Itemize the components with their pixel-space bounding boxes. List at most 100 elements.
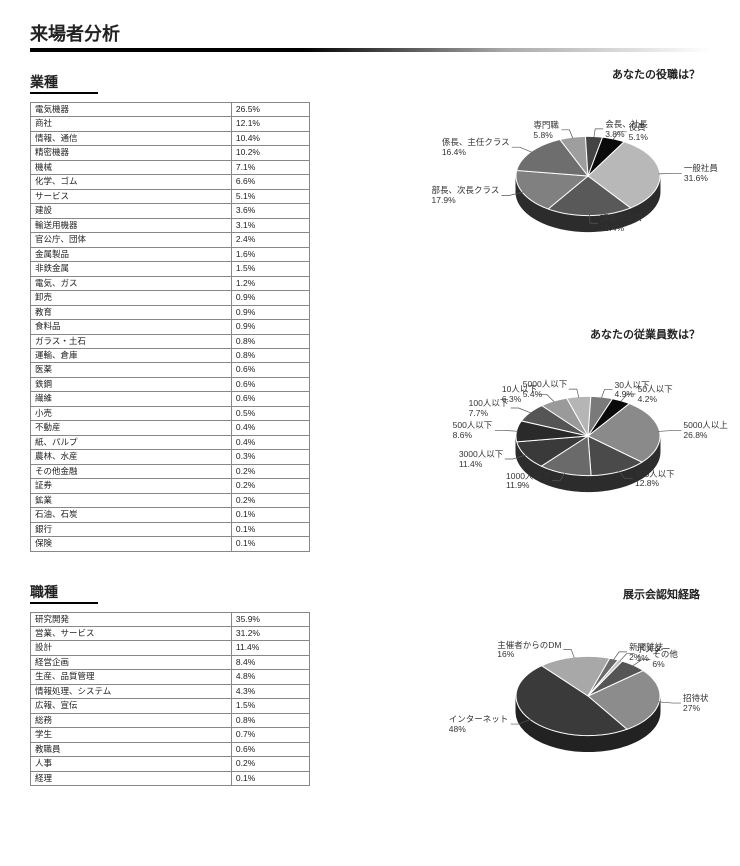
- table-row: 金属製品1.6%: [31, 247, 310, 261]
- table-row: 卸売0.9%: [31, 291, 310, 305]
- row-label: 経理: [31, 771, 232, 785]
- row-value: 0.4%: [231, 421, 309, 435]
- row-label: ガラス・土石: [31, 334, 232, 348]
- row-value: 31.2%: [231, 627, 309, 641]
- row-value: 11.4%: [231, 641, 309, 655]
- table-row: 建設3.6%: [31, 204, 310, 218]
- table-row: 教育0.9%: [31, 305, 310, 319]
- table-row: 学生0.7%: [31, 728, 310, 742]
- table-row: 電気機器26.5%: [31, 103, 310, 117]
- row-value: 0.2%: [231, 493, 309, 507]
- row-label: 金属製品: [31, 247, 232, 261]
- table-row: その他金融0.2%: [31, 464, 310, 478]
- table-row: 繊維0.6%: [31, 392, 310, 406]
- row-label: 商社: [31, 117, 232, 131]
- row-value: 0.1%: [231, 771, 309, 785]
- table-row: 鉱業0.2%: [31, 493, 310, 507]
- row-value: 0.8%: [231, 348, 309, 362]
- row-label: 情報処理、システム: [31, 684, 232, 698]
- employees-chart-title: あなたの従業員数は？: [330, 326, 710, 342]
- role-chart-block: あなたの役職は？ 一般社員31.6%課長クラス19.4%部長、次長クラス17.9…: [330, 66, 710, 296]
- row-value: 0.6%: [231, 742, 309, 756]
- table-row: 経営企画8.4%: [31, 655, 310, 669]
- row-value: 10.4%: [231, 131, 309, 145]
- pie-slice-label: 主催者からのDM16%: [497, 641, 561, 661]
- pie-slice-label: 3000人以下11.4%: [459, 450, 503, 470]
- row-value: 5.1%: [231, 189, 309, 203]
- right-column: あなたの役職は？ 一般社員31.6%課長クラス19.4%部長、次長クラス17.9…: [330, 66, 710, 846]
- row-value: 0.1%: [231, 537, 309, 551]
- row-label: 運輸、倉庫: [31, 348, 232, 362]
- row-value: 3.1%: [231, 218, 309, 232]
- table-row: 紙、パルプ0.4%: [31, 435, 310, 449]
- table-row: 情報、通信10.4%: [31, 131, 310, 145]
- row-value: 0.2%: [231, 479, 309, 493]
- row-label: 広報、宣伝: [31, 699, 232, 713]
- row-value: 6.6%: [231, 175, 309, 189]
- row-label: 建設: [31, 204, 232, 218]
- table-row: 保険0.1%: [31, 537, 310, 551]
- table-row: 官公庁、団体2.4%: [31, 233, 310, 247]
- row-label: 教育: [31, 305, 232, 319]
- pie-slice-label: 部長、次長クラス17.9%: [432, 186, 500, 206]
- awareness-chart-title: 展示会認知経路: [330, 586, 710, 602]
- row-label: 教職員: [31, 742, 232, 756]
- employees-chart-block: あなたの従業員数は？ 5000人以上26.8%300人以下12.8%1000人以…: [330, 326, 710, 556]
- row-label: 営業、サービス: [31, 627, 232, 641]
- row-value: 1.6%: [231, 247, 309, 261]
- row-label: 生産、品質管理: [31, 670, 232, 684]
- row-label: 官公庁、団体: [31, 233, 232, 247]
- table-row: 教職員0.6%: [31, 742, 310, 756]
- row-label: 精密機器: [31, 146, 232, 160]
- content-columns: 業種 電気機器26.5%商社12.1%情報、通信10.4%精密機器10.2%機械…: [30, 66, 710, 846]
- pie-slice-label: 1000人以下11.9%: [506, 472, 550, 492]
- pie-slice-label: 係長、主任クラス16.4%: [442, 138, 510, 158]
- row-label: 化学、ゴム: [31, 175, 232, 189]
- pie-slice-label: 専門職5.8%: [533, 121, 559, 141]
- pie-slice-label: 役員5.1%: [629, 123, 648, 143]
- row-label: 繊維: [31, 392, 232, 406]
- occupation-table: 研究開発35.9%営業、サービス31.2%設計11.4%経営企画8.4%生産、品…: [30, 612, 310, 787]
- row-value: 0.3%: [231, 450, 309, 464]
- row-value: 0.8%: [231, 713, 309, 727]
- row-label: 証券: [31, 479, 232, 493]
- table-row: 証券0.2%: [31, 479, 310, 493]
- table-row: サービス5.1%: [31, 189, 310, 203]
- employees-pie: 5000人以上26.8%300人以下12.8%1000人以下11.9%3000人…: [330, 346, 710, 556]
- industry-table: 電気機器26.5%商社12.1%情報、通信10.4%精密機器10.2%機械7.1…: [30, 102, 310, 552]
- table-row: 食料品0.9%: [31, 320, 310, 334]
- table-row: 銀行0.1%: [31, 522, 310, 536]
- table-row: 商社12.1%: [31, 117, 310, 131]
- row-label: 卸売: [31, 291, 232, 305]
- table-row: 生産、品質管理4.8%: [31, 670, 310, 684]
- table-row: 化学、ゴム6.6%: [31, 175, 310, 189]
- row-value: 1.5%: [231, 699, 309, 713]
- row-value: 0.6%: [231, 377, 309, 391]
- row-value: 12.1%: [231, 117, 309, 131]
- table-row: 営業、サービス31.2%: [31, 627, 310, 641]
- row-value: 0.9%: [231, 320, 309, 334]
- table-row: 機械7.1%: [31, 160, 310, 174]
- row-label: 鉱業: [31, 493, 232, 507]
- table-row: 鉄鋼0.6%: [31, 377, 310, 391]
- awareness-pie: 招待状27%インターネット48%主催者からのDM16%新聞雑誌2%ポスター1%そ…: [330, 606, 710, 816]
- row-label: 銀行: [31, 522, 232, 536]
- row-value: 26.5%: [231, 103, 309, 117]
- row-label: 機械: [31, 160, 232, 174]
- row-label: その他金融: [31, 464, 232, 478]
- table-row: 輸送用機器3.1%: [31, 218, 310, 232]
- row-label: 総務: [31, 713, 232, 727]
- table-row: ガラス・土石0.8%: [31, 334, 310, 348]
- row-value: 4.3%: [231, 684, 309, 698]
- pie-slice-label: 一般社員31.6%: [684, 164, 718, 184]
- table-row: 非鉄金属1.5%: [31, 262, 310, 276]
- pie-slice-label: 招待状27%: [683, 694, 709, 714]
- table-row: 不動産0.4%: [31, 421, 310, 435]
- table-row: 設計11.4%: [31, 641, 310, 655]
- row-label: 不動産: [31, 421, 232, 435]
- row-value: 0.6%: [231, 363, 309, 377]
- row-value: 7.1%: [231, 160, 309, 174]
- row-label: 食料品: [31, 320, 232, 334]
- row-value: 10.2%: [231, 146, 309, 160]
- role-chart-title: あなたの役職は？: [330, 66, 710, 82]
